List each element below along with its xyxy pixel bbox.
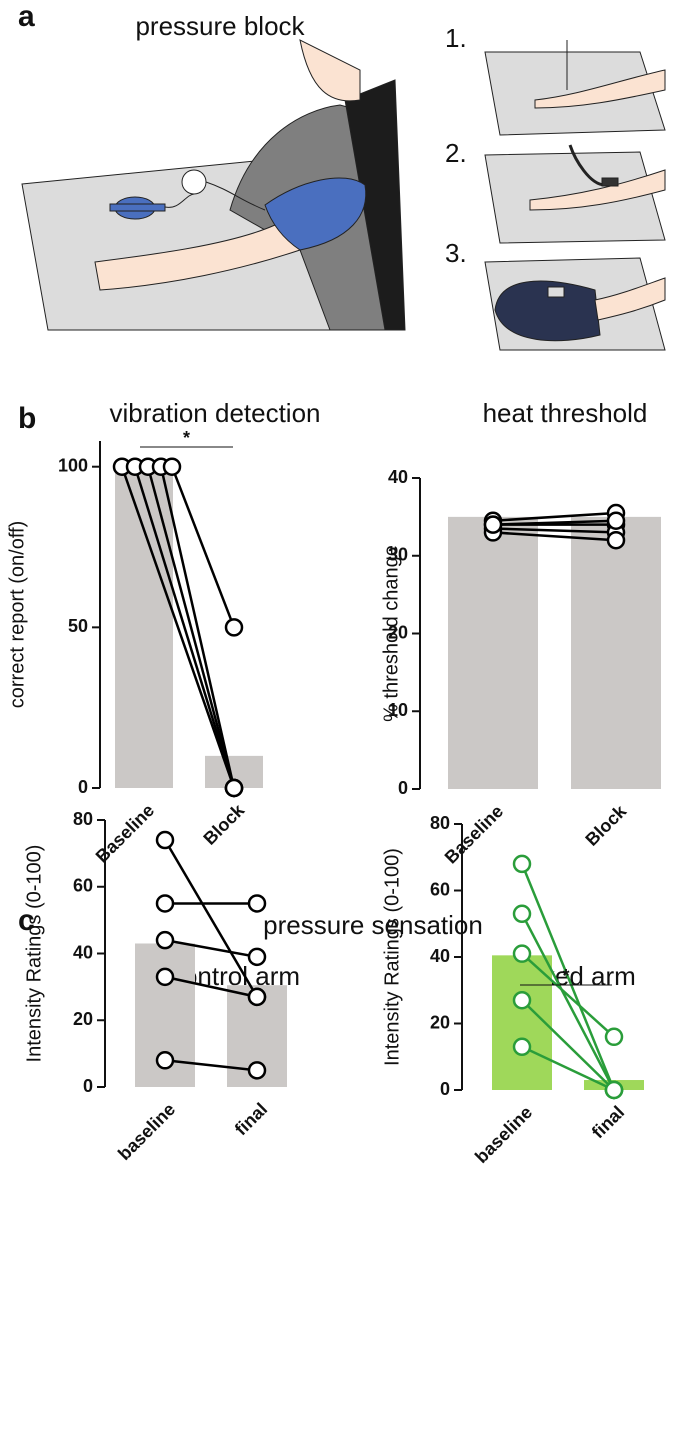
x-tick-label: final xyxy=(231,1099,271,1139)
step-label: 3. xyxy=(445,238,467,268)
chart-title: heat threshold xyxy=(483,398,648,428)
subject-line xyxy=(521,952,615,1038)
subject-line xyxy=(164,938,258,959)
x-tick-label: Block xyxy=(581,800,631,850)
subject-line xyxy=(164,975,258,999)
subject-point xyxy=(155,830,175,850)
subject-line xyxy=(492,511,617,523)
y-tick-label: 20 xyxy=(388,622,408,642)
subject-point xyxy=(162,457,182,476)
subject-point xyxy=(483,515,503,534)
subject-point xyxy=(224,618,244,637)
section-title: pressure sensation xyxy=(263,910,483,940)
subject-line xyxy=(492,527,617,534)
subject-point xyxy=(155,1051,175,1070)
subject-point xyxy=(606,530,626,550)
step-label: 1. xyxy=(445,23,467,53)
y-tick-label: 60 xyxy=(73,876,93,896)
step-label: 2. xyxy=(445,138,467,168)
subject-line xyxy=(146,466,236,789)
subject-point xyxy=(247,1061,267,1080)
subject-point xyxy=(155,967,175,987)
y-tick-label: 0 xyxy=(440,1079,450,1099)
y-tick-label: 80 xyxy=(73,809,93,829)
y-tick-label: 20 xyxy=(430,1012,450,1032)
x-tick-label: baseline xyxy=(471,1102,536,1167)
subject-point xyxy=(606,511,626,531)
y-tick-label: 20 xyxy=(73,1009,93,1029)
significance-label: * xyxy=(562,966,569,986)
bar xyxy=(115,466,173,788)
subject-line xyxy=(492,531,617,542)
y-tick-label: 60 xyxy=(430,879,450,899)
bar xyxy=(571,516,661,789)
x-tick-label: baseline xyxy=(114,1099,179,1164)
x-tick-label: Baseline xyxy=(92,800,159,867)
subject-line xyxy=(520,863,616,1091)
x-tick-label: Baseline xyxy=(441,801,508,868)
subject-point xyxy=(224,778,244,798)
y-tick-label: 0 xyxy=(78,777,88,797)
subject-point xyxy=(512,904,532,924)
subject-point xyxy=(155,894,175,913)
subject-line xyxy=(520,913,616,1091)
subject-line xyxy=(164,1059,258,1072)
y-axis-label: correct report (on/off) xyxy=(6,521,28,708)
subject-line xyxy=(170,466,236,628)
y-tick-label: 0 xyxy=(398,778,408,798)
subject-point xyxy=(247,987,267,1007)
x-tick-label: Block xyxy=(199,799,249,849)
y-tick-label: 80 xyxy=(430,813,450,833)
y-tick-label: 100 xyxy=(58,455,88,475)
illustration-title: pressure block xyxy=(135,11,305,41)
y-tick-label: 50 xyxy=(68,616,88,636)
subject-point xyxy=(155,930,175,950)
y-tick-label: 0 xyxy=(83,1076,93,1096)
panel-label: a xyxy=(18,0,35,33)
y-axis-label: % threshold change xyxy=(380,545,402,722)
subject-point xyxy=(604,1027,624,1047)
subject-point xyxy=(604,1080,624,1100)
y-tick-label: 40 xyxy=(388,467,408,487)
subject-point xyxy=(512,990,532,1010)
subject-line xyxy=(133,466,236,789)
chart-title: vibration detection xyxy=(109,398,320,428)
x-tick-label: final xyxy=(588,1102,628,1142)
subject-line xyxy=(120,466,236,789)
illustration xyxy=(21,39,666,351)
y-tick-label: 10 xyxy=(388,700,408,720)
y-axis-label: Intensity Ratings (0-100) xyxy=(381,848,403,1066)
subject-line xyxy=(492,519,617,526)
y-tick-label: 30 xyxy=(388,545,408,565)
bar xyxy=(492,955,552,1090)
panel-label: b xyxy=(18,402,36,435)
subject-point xyxy=(512,1037,532,1057)
subject-point xyxy=(512,854,532,874)
subject-line xyxy=(163,839,259,998)
subject-point xyxy=(247,894,267,913)
subject-point xyxy=(512,944,532,963)
subject-line xyxy=(521,999,615,1091)
bar xyxy=(448,516,538,789)
panel-label: c xyxy=(18,904,35,937)
significance-label: * xyxy=(183,428,190,448)
subject-line xyxy=(159,466,236,789)
y-tick-label: 40 xyxy=(73,942,93,962)
y-axis-label: Intensity Ratings (0-100) xyxy=(23,845,45,1063)
subject-line xyxy=(521,1045,615,1092)
subject-point xyxy=(247,947,267,967)
y-tick-label: 40 xyxy=(430,946,450,966)
